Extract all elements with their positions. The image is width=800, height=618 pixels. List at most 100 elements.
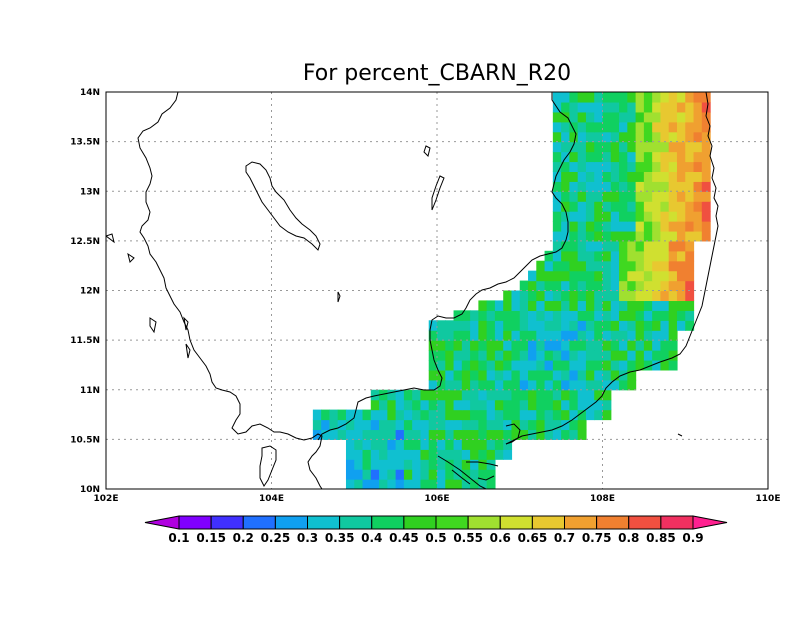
data-cell — [552, 409, 562, 421]
data-cell — [619, 320, 628, 331]
x-tick-label: 108E — [590, 494, 615, 504]
data-cell — [345, 429, 355, 440]
data-cell — [602, 280, 612, 292]
map-title: For percent_CBARN_R20 — [303, 61, 571, 86]
data-cell — [594, 409, 604, 421]
data-cell — [594, 300, 604, 311]
data-cell — [635, 101, 645, 113]
data-cell — [536, 419, 546, 431]
data-cell — [627, 92, 637, 103]
data-cell — [428, 439, 438, 450]
data-cell — [660, 201, 670, 212]
data-cell — [585, 101, 595, 113]
data-cell — [412, 419, 422, 431]
coastline-vietnam — [317, 92, 577, 441]
data-cell — [445, 389, 455, 401]
data-cell — [511, 389, 521, 401]
data-cell — [627, 379, 637, 391]
data-cell — [528, 300, 537, 311]
data-cell — [619, 250, 628, 262]
data-cell — [602, 340, 612, 351]
data-cell — [470, 409, 479, 421]
data-cell — [676, 230, 686, 242]
data-cell — [387, 429, 397, 440]
y-tick-label: 10.5N — [70, 435, 100, 445]
data-cell — [668, 191, 678, 202]
data-cell — [643, 101, 653, 113]
data-cell — [428, 340, 438, 351]
data-cell — [552, 171, 562, 182]
data-cell — [660, 280, 670, 292]
data-cell — [412, 429, 422, 440]
data-cell — [577, 270, 587, 282]
data-cell — [552, 320, 562, 331]
colorbar-box — [467, 515, 501, 530]
data-cell — [486, 320, 496, 331]
data-cell — [437, 469, 446, 480]
data-cell — [561, 409, 570, 421]
data-cell — [569, 221, 579, 232]
x-axis: 102E 104E 106E 108E 110E — [94, 494, 781, 504]
data-cell — [561, 300, 570, 311]
data-cell — [594, 92, 604, 103]
data-cell — [660, 171, 670, 182]
data-cell — [387, 399, 397, 411]
data-cell — [652, 359, 662, 371]
data-cell — [337, 429, 347, 440]
data-cell — [594, 379, 604, 391]
data-cell — [668, 211, 678, 222]
data-cell — [635, 320, 645, 331]
data-cell — [594, 280, 604, 292]
data-cell — [403, 439, 413, 450]
data-cell — [701, 92, 711, 103]
data-cell — [345, 449, 355, 460]
data-cell — [627, 270, 637, 282]
data-cell — [511, 369, 521, 381]
data-cell — [461, 389, 471, 401]
data-cell — [676, 111, 686, 123]
data-cell — [610, 201, 620, 212]
data-cell — [453, 320, 463, 331]
data-cell — [528, 419, 537, 431]
data-cell — [511, 330, 521, 341]
data-cell — [569, 350, 579, 361]
data-cell — [437, 409, 446, 421]
data-cell — [552, 379, 562, 391]
data-cell — [668, 201, 678, 212]
data-cell — [577, 181, 587, 192]
data-cell — [519, 330, 529, 341]
data-cell — [569, 151, 579, 163]
data-cell — [668, 250, 678, 262]
data-cell — [370, 429, 380, 440]
data-cell — [693, 171, 703, 182]
data-cell — [370, 479, 380, 489]
colorbar-label: 0.85 — [646, 531, 676, 545]
data-cell — [585, 181, 595, 192]
data-cell — [445, 359, 455, 371]
data-cell — [652, 111, 662, 123]
data-cell — [552, 260, 562, 272]
data-cell — [602, 211, 612, 222]
data-cell — [676, 211, 686, 222]
data-cell — [519, 429, 529, 440]
data-cell — [552, 419, 562, 431]
colorbar-box — [371, 515, 405, 530]
data-cell — [536, 429, 546, 440]
data-cell — [503, 399, 513, 411]
colorbar-min-arrow — [144, 515, 180, 530]
data-cell — [660, 320, 670, 331]
data-cell — [643, 151, 653, 163]
coastline-tonle-sap — [245, 161, 321, 251]
data-cell — [544, 330, 554, 341]
data-cell — [445, 459, 455, 470]
data-cell — [561, 389, 570, 401]
data-cell — [643, 300, 653, 311]
data-cell — [519, 389, 529, 401]
data-cell — [676, 201, 686, 212]
data-cell — [494, 340, 504, 351]
data-cell — [478, 479, 488, 489]
data-cell — [503, 449, 513, 460]
data-cell — [668, 151, 678, 163]
data-cell — [329, 419, 339, 431]
data-cell — [354, 449, 364, 460]
